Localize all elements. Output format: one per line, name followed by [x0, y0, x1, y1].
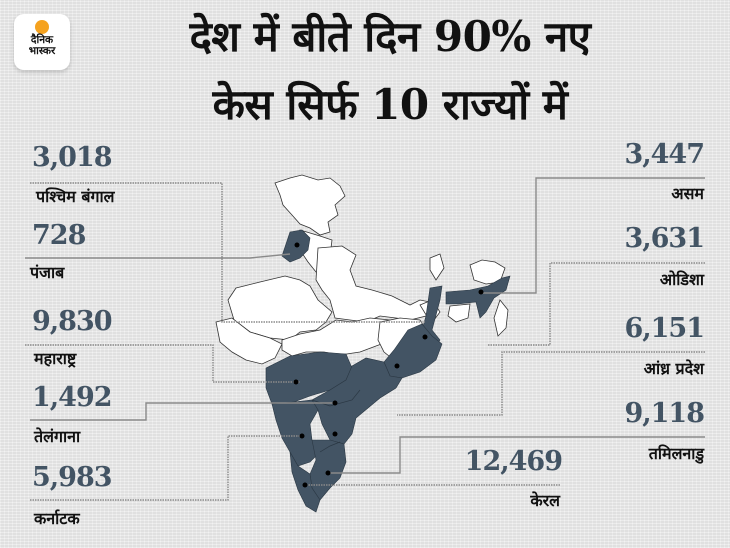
value-karnataka: 5,983 [32, 462, 113, 493]
label-odisha: ओडिशा [659, 270, 704, 289]
value-andhra-pradesh: 6,151 [624, 313, 705, 344]
value-tamil-nadu: 9,118 [624, 398, 705, 429]
label-telangana: तेलंगाना [34, 427, 81, 446]
label-maharashtra: महाराष्ट्र [34, 349, 77, 368]
logo-line-2: भास्कर [28, 45, 56, 57]
sun-icon [35, 20, 49, 34]
state-karnataka [271, 399, 321, 467]
headline-line-2: केस सिर्फ 10 राज्यों में [212, 80, 568, 129]
value-kerala: 12,469 [464, 446, 563, 477]
state-assam [445, 275, 511, 319]
label-tamil-nadu: तमिलनाडु [648, 444, 704, 463]
map-highlighted-states [265, 229, 511, 513]
value-assam: 3,447 [624, 139, 705, 170]
state-marker-dots [293, 242, 484, 488]
value-west-bengal: 3,018 [32, 142, 113, 173]
label-kerala: केरल [530, 491, 560, 510]
value-maharashtra: 9,830 [32, 306, 113, 337]
dainik-bhaskar-logo: दैनिक भास्कर [14, 14, 70, 70]
label-punjab: पंजाब [30, 263, 65, 282]
label-west-bengal: पश्चिम बंगाल [36, 187, 115, 206]
label-assam: असम [671, 184, 704, 203]
leader-lines [25, 177, 705, 501]
headline-line-1: देश में बीते दिन 90% नए [189, 12, 591, 61]
value-punjab: 728 [32, 220, 86, 251]
state-kerala [289, 451, 321, 513]
logo-line-1: दैनिक [30, 34, 54, 46]
value-telangana: 1,492 [32, 382, 113, 413]
label-karnataka: कर्नाटक [34, 509, 80, 528]
map-white-states [215, 174, 509, 365]
label-andhra-pradesh: आंध्र प्रदेश [643, 359, 704, 378]
state-andhra-telangana [311, 357, 403, 445]
value-odisha: 3,631 [624, 223, 705, 254]
state-tamil-nadu [309, 439, 347, 501]
